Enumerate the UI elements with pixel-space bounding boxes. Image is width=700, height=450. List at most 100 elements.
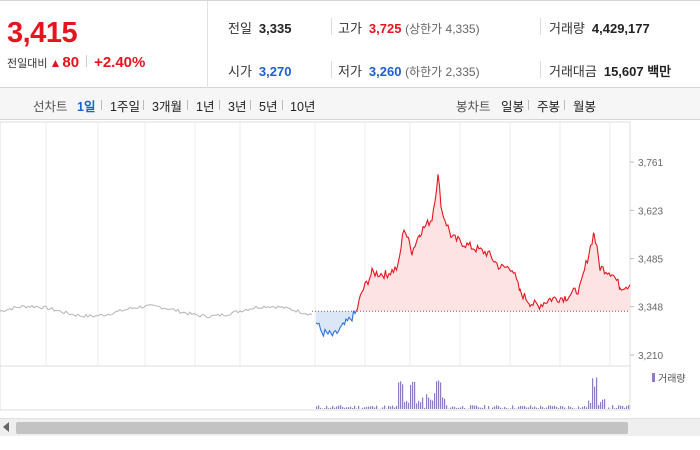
volume-bar	[614, 408, 616, 409]
current-price: 3,415	[7, 17, 78, 49]
change-value: 80	[62, 54, 80, 71]
scroll-left-arrow-icon[interactable]	[3, 422, 9, 432]
volume-bar	[502, 408, 504, 409]
below-ref-area	[316, 311, 356, 337]
divider	[250, 100, 251, 110]
volume-bar	[488, 405, 490, 409]
volume-bar	[320, 407, 322, 409]
volume-bar	[530, 405, 532, 409]
price-panel: 3,415 전일대비 ▲ 80 +2.40%	[0, 1, 208, 88]
volume-bar	[388, 405, 390, 409]
volume-bar	[512, 405, 514, 409]
volume-bar	[460, 407, 462, 409]
volume-bar	[326, 405, 328, 409]
volume-bar	[318, 405, 320, 409]
volume-bar	[392, 405, 394, 409]
y-tick-label: 3,485	[638, 255, 663, 266]
volume-bar	[376, 405, 378, 409]
price-chart[interactable]: 3,761 3,623 3,485 3,348 3,210 거래량	[0, 120, 700, 420]
divider	[101, 100, 102, 110]
volume-bar	[602, 399, 604, 409]
volume-bar	[450, 407, 452, 409]
volume-bar	[570, 407, 572, 409]
volume-bar	[428, 397, 430, 409]
volume-bar	[436, 381, 438, 409]
volume-bar	[340, 405, 342, 409]
volume-bar	[462, 406, 464, 409]
volume-bar	[384, 405, 386, 409]
chart-scrollbar[interactable]	[0, 418, 700, 436]
volume-bar	[612, 405, 614, 409]
divider	[540, 18, 541, 35]
volume-bar	[592, 378, 594, 409]
chart-grid	[0, 121, 631, 411]
volume-bar	[456, 407, 458, 409]
volume-bar	[616, 408, 618, 409]
volume-bar	[484, 405, 486, 409]
volume-bar	[452, 406, 454, 409]
volume-bar	[430, 399, 432, 409]
divider	[331, 18, 332, 35]
candle-daily[interactable]: 일봉	[501, 100, 525, 114]
volume-bar	[580, 408, 582, 409]
price-chart-svg: 3,761 3,623 3,485 3,348 3,210 거래량	[0, 121, 686, 411]
period-3year[interactable]: 3년	[228, 100, 247, 114]
volume-bar	[564, 407, 566, 409]
divider	[564, 100, 565, 110]
period-3month[interactable]: 3개월	[152, 100, 182, 114]
volume-bar	[598, 405, 600, 409]
volume-bar	[622, 406, 624, 409]
volume-bar	[546, 407, 548, 409]
period-1day[interactable]: 1일	[77, 100, 96, 114]
y-tick-label: 3,623	[638, 206, 663, 217]
volume-bar	[544, 408, 546, 409]
volume-bar	[492, 407, 494, 409]
stat-prev-close: 전일 3,335	[228, 21, 292, 36]
period-1week[interactable]: 1주일	[110, 100, 140, 114]
volume-bar	[608, 407, 610, 409]
above-ref-area	[356, 174, 630, 312]
volume-bar	[620, 405, 622, 409]
volume-bar	[474, 405, 476, 409]
volume-bar	[478, 407, 480, 409]
volume-bar	[560, 406, 562, 409]
quote-summary: 3,415 전일대비 ▲ 80 +2.40% 전일 3,335 고가 3,725 (…	[0, 0, 700, 88]
volume-bar	[624, 407, 626, 409]
volume-bar	[368, 406, 370, 409]
divider	[331, 61, 332, 78]
scrollbar-thumb[interactable]	[16, 422, 628, 434]
divider	[86, 55, 88, 67]
divider	[540, 61, 541, 78]
stat-open: 시가 3,270	[228, 64, 292, 79]
volume-bar	[346, 407, 348, 409]
volume-bar	[364, 407, 366, 409]
volume-bar	[480, 407, 482, 409]
candle-weekly[interactable]: 주봉	[537, 100, 561, 114]
volume-bar	[438, 380, 440, 409]
volume-bar	[454, 406, 456, 409]
volume-bar	[476, 405, 478, 409]
price-change: 전일대비 ▲ 80 +2.40%	[7, 54, 145, 71]
period-10year[interactable]: 10년	[290, 100, 316, 114]
volume-bar	[354, 405, 356, 409]
candle-chart-title: 봉차트	[456, 100, 491, 114]
volume-bar	[412, 381, 414, 409]
period-1year[interactable]: 1년	[196, 100, 215, 114]
volume-bar	[532, 407, 534, 409]
volume-bar	[528, 407, 530, 409]
candle-monthly[interactable]: 월봉	[573, 100, 597, 114]
volume-bar	[554, 405, 556, 409]
change-label: 전일대비	[7, 58, 48, 70]
volume-bar	[420, 402, 422, 409]
volume-bar	[584, 405, 586, 409]
y-axis: 3,761 3,623 3,485 3,348 3,210	[630, 158, 663, 362]
volume-bar	[582, 406, 584, 409]
volume-bar	[498, 406, 500, 409]
volume-bar	[540, 405, 542, 409]
period-5year[interactable]: 5년	[259, 100, 278, 114]
volume-bar	[416, 403, 418, 409]
volume-bar	[402, 384, 404, 409]
divider	[187, 100, 188, 110]
volume-bar	[618, 405, 620, 409]
divider	[219, 100, 220, 110]
